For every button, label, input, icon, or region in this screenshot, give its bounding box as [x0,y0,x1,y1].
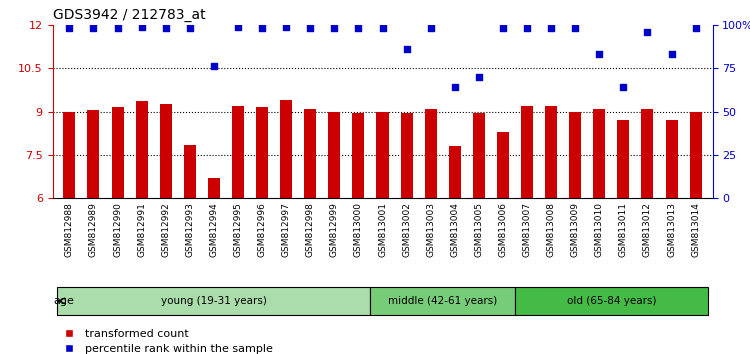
Text: GSM812992: GSM812992 [161,202,170,257]
Text: GSM813008: GSM813008 [547,202,556,257]
Text: GDS3942 / 212783_at: GDS3942 / 212783_at [53,8,205,22]
Bar [160,104,172,198]
Point [184,25,196,31]
Bar [400,113,412,198]
Bar [280,100,292,198]
Text: GSM813002: GSM813002 [402,202,411,257]
Bar [448,146,460,198]
Bar [617,120,629,198]
Text: GSM813005: GSM813005 [474,202,483,257]
Bar [521,106,533,198]
Bar [184,145,196,198]
Point [472,74,484,80]
Bar [88,110,100,198]
Point [63,25,75,31]
Bar [208,178,220,198]
Text: young (19-31 years): young (19-31 years) [161,296,267,306]
Point [569,25,581,31]
Bar [232,106,244,198]
Text: GSM812990: GSM812990 [113,202,122,257]
Text: GSM812993: GSM812993 [185,202,194,257]
Point [352,25,364,31]
Point [256,25,268,31]
Text: GSM813009: GSM813009 [571,202,580,257]
Text: middle (42-61 years): middle (42-61 years) [388,296,497,306]
Point [112,25,124,31]
Bar [112,107,124,198]
Bar [370,287,515,315]
Text: GSM813001: GSM813001 [378,202,387,257]
Text: GSM813014: GSM813014 [692,202,700,257]
Point [617,84,629,90]
Bar [515,287,708,315]
Text: GSM812998: GSM812998 [306,202,315,257]
Text: GSM813010: GSM813010 [595,202,604,257]
Text: GSM813003: GSM813003 [426,202,435,257]
Bar [63,112,76,198]
Text: GSM813011: GSM813011 [619,202,628,257]
Point [376,25,388,31]
Legend: transformed count, percentile rank within the sample: transformed count, percentile rank withi… [58,324,277,354]
Bar [497,132,509,198]
Bar [641,109,653,198]
Text: GSM813006: GSM813006 [499,202,508,257]
Text: age: age [53,296,74,306]
Text: GSM813004: GSM813004 [450,202,459,257]
Bar [304,109,316,198]
Bar [136,101,148,198]
Text: GSM812996: GSM812996 [257,202,266,257]
Point [690,25,702,31]
Bar [569,112,581,198]
Point [497,25,509,31]
Bar [689,112,702,198]
Text: GSM813012: GSM813012 [643,202,652,257]
Point [424,25,436,31]
Text: old (65-84 years): old (65-84 years) [566,296,656,306]
Bar [665,120,677,198]
Text: GSM812997: GSM812997 [282,202,291,257]
Bar [472,113,484,198]
Point [328,25,340,31]
Bar [424,109,436,198]
Point [88,25,100,31]
Point [304,25,316,31]
Point [593,51,605,57]
Point [400,46,412,52]
Point [641,29,653,35]
Point [280,24,292,29]
Bar [352,113,364,198]
Point [160,25,172,31]
Bar [57,287,370,315]
Bar [376,112,388,198]
Text: GSM813007: GSM813007 [523,202,532,257]
Bar [593,109,605,198]
Point [545,25,557,31]
Point [521,25,533,31]
Text: GSM812989: GSM812989 [89,202,98,257]
Point [232,24,244,29]
Text: GSM812994: GSM812994 [209,202,218,257]
Text: GSM812991: GSM812991 [137,202,146,257]
Point [448,84,460,90]
Bar [328,112,340,198]
Point [136,24,148,29]
Text: GSM812988: GSM812988 [64,202,74,257]
Text: GSM813013: GSM813013 [667,202,676,257]
Text: GSM813000: GSM813000 [354,202,363,257]
Point [208,64,220,69]
Point [665,51,677,57]
Bar [256,107,268,198]
Bar [545,106,557,198]
Text: GSM812995: GSM812995 [233,202,242,257]
Text: GSM812999: GSM812999 [330,202,339,257]
